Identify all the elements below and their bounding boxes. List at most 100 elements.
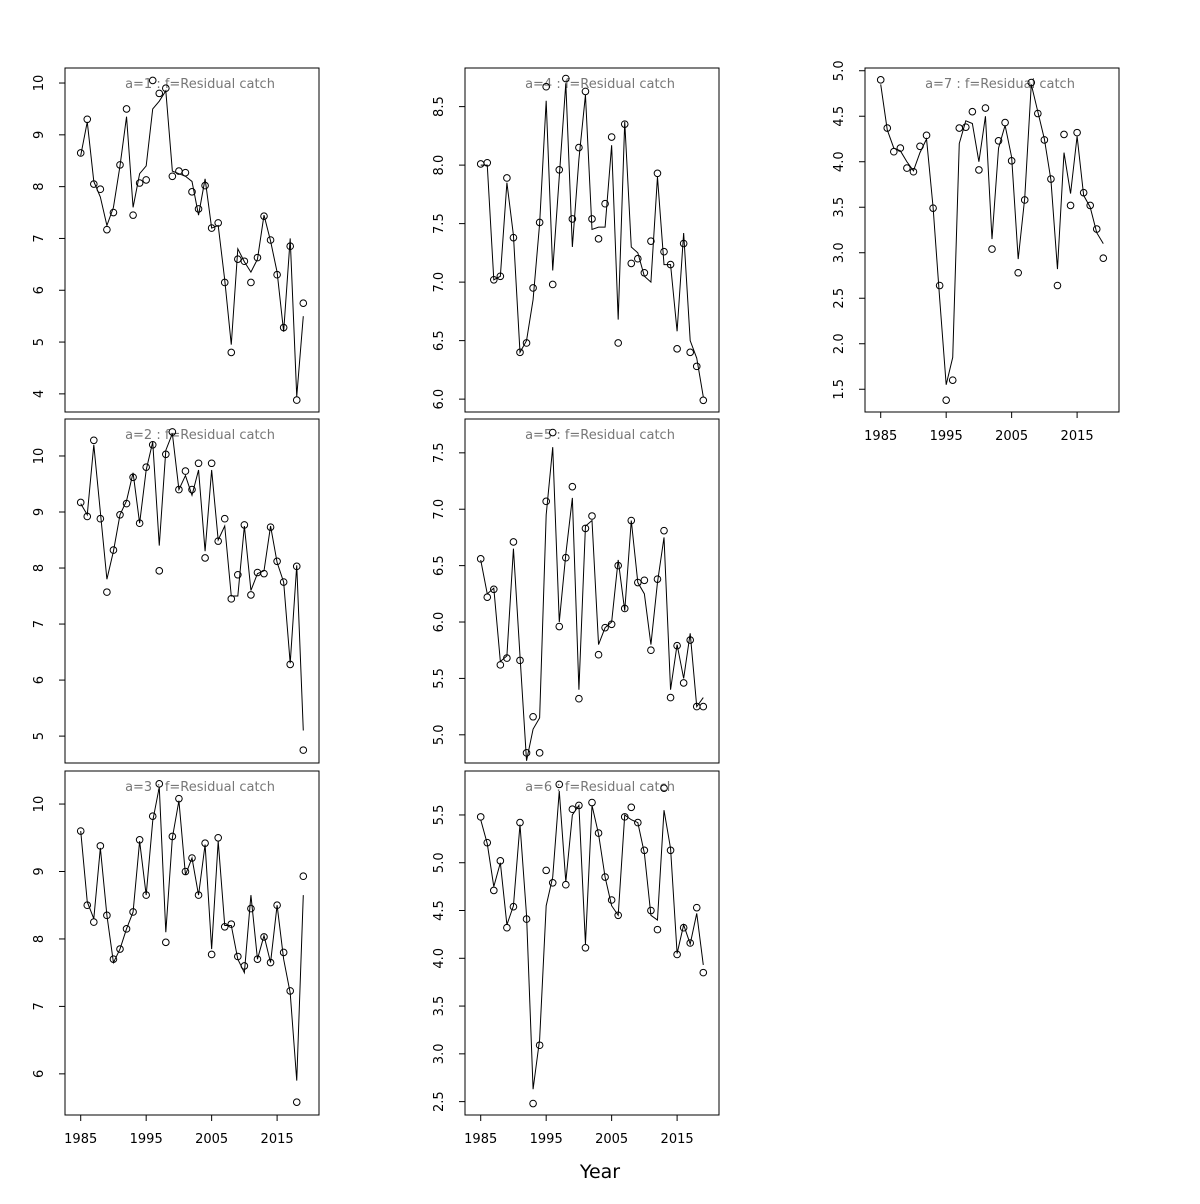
observed-point [247,904,255,913]
observed-point [542,497,550,506]
observed-point [129,211,137,219]
x-tick-label: 2015 [1061,429,1094,444]
y-tick-label: 4.5 [832,106,847,127]
observed-point [594,235,603,243]
observed-point [962,123,970,131]
observed-point [476,813,485,821]
observed-point [975,166,983,174]
observed-point [148,76,157,85]
y-tick-label: 5.0 [832,60,847,81]
y-tick-label: 7.0 [432,272,447,293]
y-tick-label: 2.5 [432,1091,447,1112]
y-tick-label: 5.0 [432,724,447,745]
y-tick-label: 3.5 [432,996,447,1017]
y-tick-label: 6 [32,676,47,684]
observed-point [490,886,498,895]
observed-point [555,780,564,789]
y-tick-label: 1.5 [832,379,847,400]
fitted-line [480,83,704,397]
observed-point [922,131,931,140]
x-tick-label: 2005 [195,1132,228,1147]
observed-point [1099,254,1108,263]
observed-point [988,245,996,253]
y-tick-label: 5.5 [432,668,447,689]
y-tick-label: 6.5 [432,330,447,351]
observed-point [181,467,190,475]
observed-point [607,896,616,904]
x-tick-label: 1985 [464,1132,497,1147]
panel-title: a=5 : f=Residual catch [525,428,675,443]
observed-point [673,641,681,650]
y-tick-label: 10 [32,75,47,92]
y-tick-label: 9 [32,867,47,875]
observed-point [542,82,550,91]
observed-point [555,622,564,631]
observed-point [692,903,701,912]
x-tick-label: 1985 [64,1132,97,1147]
panel-title: a=7 : f=Residual catch [925,77,1075,92]
observed-point [1053,281,1062,290]
observed-point [299,299,308,308]
observed-point [981,104,990,112]
observed-point [168,172,177,181]
y-tick-label: 3.0 [432,1044,447,1065]
observed-point [240,257,249,266]
observed-point [935,281,944,290]
observed-point [666,693,675,702]
observed-point [903,164,911,172]
observed-point [188,485,196,494]
fitted-line [80,89,304,397]
observed-point [568,805,577,814]
observed-point [601,623,609,632]
observed-point [562,74,570,83]
y-tick-label: 7 [32,620,47,628]
y-tick-label: 6.0 [432,389,447,410]
x-tick-label: 2015 [261,1132,294,1147]
x-tick-label: 2015 [661,1132,694,1147]
observed-point [968,107,977,116]
observed-point [955,124,964,132]
observed-point [503,923,511,932]
fitted-line [480,447,704,761]
panel-title: a=2 : f=Residual catch [125,428,275,443]
observed-point [568,215,577,223]
y-tick-label: 2.0 [832,333,847,354]
observed-point [299,872,308,881]
observed-point [162,938,170,947]
observed-point [607,133,616,141]
fitted-line [480,791,704,1090]
observed-point [273,557,281,566]
plot-frame [464,770,720,1116]
observed-point [562,880,570,889]
observed-point [266,523,275,531]
y-tick-label: 7 [32,1002,47,1010]
panel-title: a=4 : f=Residual catch [525,77,675,92]
observed-point [660,784,668,793]
observed-point [142,176,150,184]
observed-point [699,702,708,711]
y-tick-label: 5.0 [432,852,447,873]
observed-point [90,436,98,445]
observed-point [575,694,583,703]
observed-point [103,588,111,596]
observed-point [220,514,229,523]
x-tick-label: 2005 [595,1132,628,1147]
observed-point [279,948,288,957]
observed-point [673,345,681,353]
y-tick-label: 8 [32,935,47,943]
y-tick-label: 5 [32,338,47,346]
observed-point [1001,118,1009,127]
observed-point [90,918,98,926]
x-tick-label: 2005 [995,429,1028,444]
observed-point [660,526,668,535]
observed-point [699,396,708,405]
observed-point [640,576,649,585]
observed-point [909,167,918,176]
observed-point [188,188,196,196]
y-tick-label: 4.0 [832,151,847,172]
observed-point [634,818,642,827]
y-tick-label: 6.5 [432,555,447,576]
observed-point [581,943,590,952]
y-tick-label: 7 [32,234,47,242]
y-tick-label: 6 [32,1070,47,1078]
